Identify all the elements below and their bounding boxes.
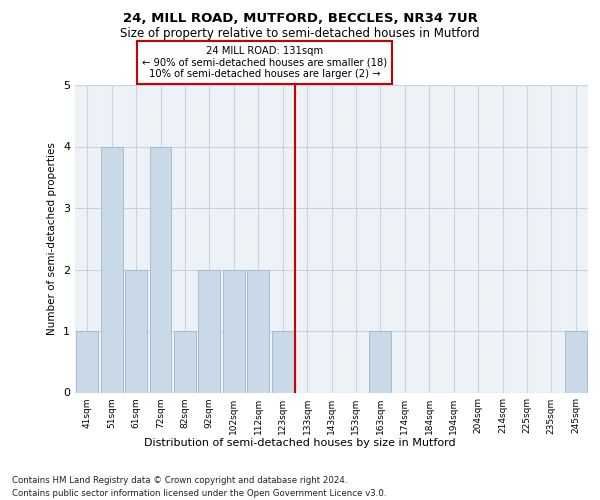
Bar [565,331,587,392]
Text: Distribution of semi-detached houses by size in Mutford: Distribution of semi-detached houses by … [144,438,456,448]
Text: Contains public sector information licensed under the Open Government Licence v3: Contains public sector information licen… [12,489,386,498]
Text: Contains HM Land Registry data © Crown copyright and database right 2024.: Contains HM Land Registry data © Crown c… [12,476,347,485]
Bar [272,331,293,392]
Bar [149,146,172,392]
Bar [247,270,269,392]
Bar [76,331,98,392]
Bar [101,146,122,392]
Text: 24 MILL ROAD: 131sqm
← 90% of semi-detached houses are smaller (18)
10% of semi-: 24 MILL ROAD: 131sqm ← 90% of semi-detac… [142,46,388,79]
Text: Size of property relative to semi-detached houses in Mutford: Size of property relative to semi-detach… [120,28,480,40]
Bar [125,270,147,392]
Bar [223,270,245,392]
Bar [370,331,391,392]
Bar [174,331,196,392]
Text: 24, MILL ROAD, MUTFORD, BECCLES, NR34 7UR: 24, MILL ROAD, MUTFORD, BECCLES, NR34 7U… [122,12,478,26]
Y-axis label: Number of semi-detached properties: Number of semi-detached properties [47,142,58,335]
Bar [199,270,220,392]
